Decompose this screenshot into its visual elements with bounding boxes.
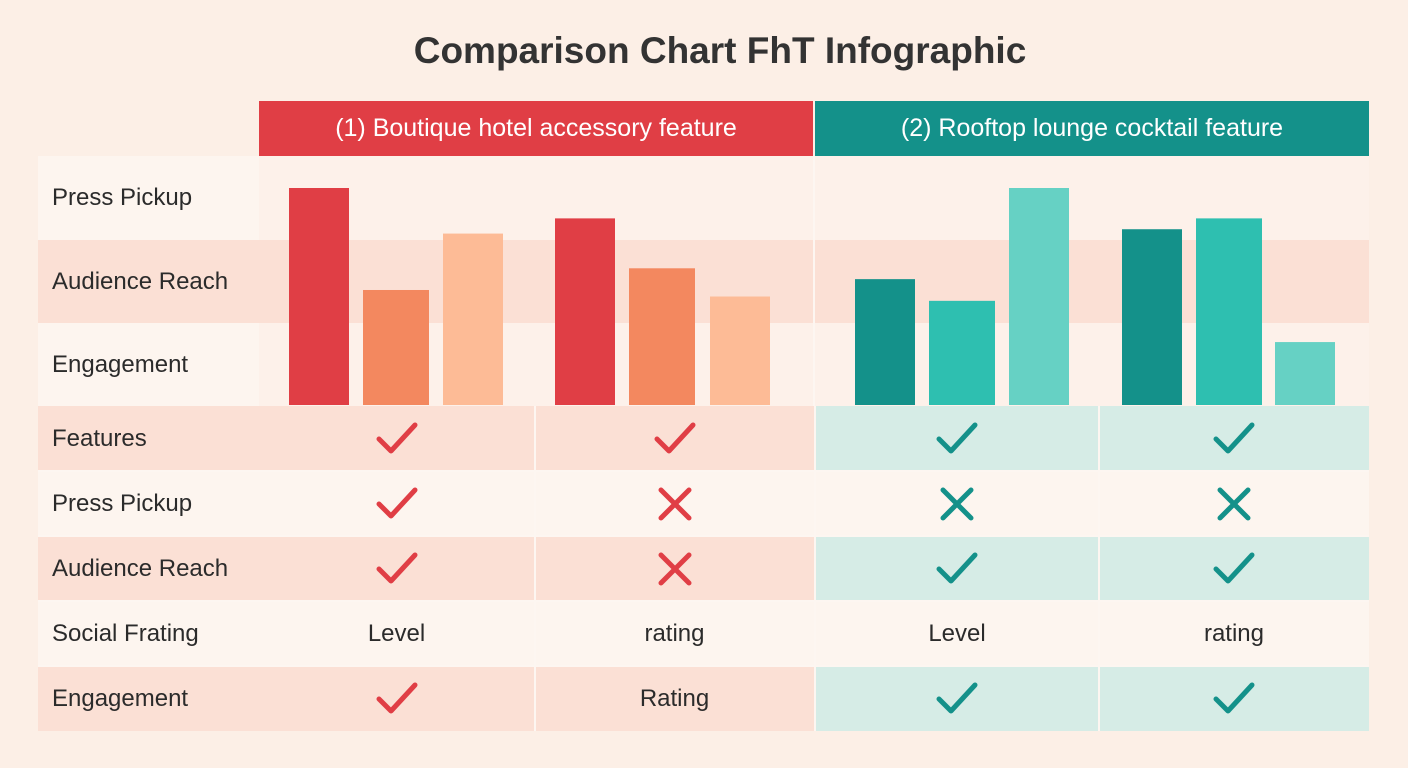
- check-icon: [259, 406, 534, 471]
- bar: [629, 268, 695, 405]
- bar: [1196, 218, 1262, 405]
- table-divider: [814, 406, 816, 731]
- table-row-divider: [38, 470, 1369, 472]
- table-divider: [1098, 406, 1100, 731]
- chart-panel-left: [259, 156, 814, 240]
- bar: [443, 233, 503, 405]
- cross-icon: [534, 471, 815, 536]
- table-row-label: Press Pickup: [52, 489, 193, 517]
- table-cell-text: rating: [534, 601, 815, 666]
- table-row: [38, 666, 259, 731]
- table-row: [38, 601, 259, 666]
- table-row-divider: [38, 535, 1369, 537]
- check-icon: [1099, 536, 1369, 601]
- table-row-label: Audience Reach: [52, 554, 229, 582]
- check-icon: [1099, 406, 1369, 471]
- table-row-divider: [38, 600, 1369, 602]
- table-row-label: Social Frating: [52, 619, 199, 647]
- check-icon: [815, 536, 1099, 601]
- bar: [1122, 229, 1182, 405]
- bar: [363, 289, 429, 405]
- check-icon: [815, 666, 1099, 731]
- table-cell-text: Level: [815, 601, 1099, 666]
- bar: [1275, 342, 1335, 405]
- cross-icon: [815, 471, 1099, 536]
- cross-icon: [534, 536, 815, 601]
- chart-row-label: Engagement: [52, 350, 189, 378]
- table-row-label: Engagement: [52, 684, 189, 712]
- check-icon: [534, 406, 815, 471]
- bar: [855, 279, 915, 405]
- table-cell-text: Level: [259, 601, 534, 666]
- column-header-2: (2) Rooftop lounge cocktail feature: [815, 101, 1369, 156]
- check-icon: [815, 406, 1099, 471]
- bar: [1009, 188, 1069, 405]
- chart-row-label: Audience Reach: [52, 267, 229, 295]
- check-icon: [259, 536, 534, 601]
- chart-panel-right: [814, 156, 1369, 240]
- check-icon: [259, 666, 534, 731]
- cross-icon: [1099, 471, 1369, 536]
- table-divider: [534, 406, 536, 731]
- chart-band-press-pickup: [38, 156, 259, 240]
- table-row: [38, 406, 259, 471]
- check-icon: [259, 471, 534, 536]
- bar: [929, 300, 995, 405]
- bar: [710, 296, 770, 405]
- table-cell-text: rating: [1099, 601, 1369, 666]
- page-title: Comparison Chart FhT Infographic: [413, 30, 1027, 71]
- table-row-label: Features: [52, 424, 147, 452]
- bar: [289, 188, 349, 405]
- table-row-divider: [38, 665, 1369, 667]
- table-row: [38, 471, 259, 536]
- table-cell-text: Rating: [534, 666, 815, 731]
- chart-divider: [813, 156, 815, 406]
- column-header-1: (1) Boutique hotel accessory feature: [259, 101, 813, 156]
- bar: [555, 218, 615, 405]
- check-icon: [1099, 666, 1369, 731]
- chart-row-label: Press Pickup: [52, 184, 193, 211]
- table-row: [38, 536, 259, 601]
- chart-band-engagement: [38, 323, 259, 406]
